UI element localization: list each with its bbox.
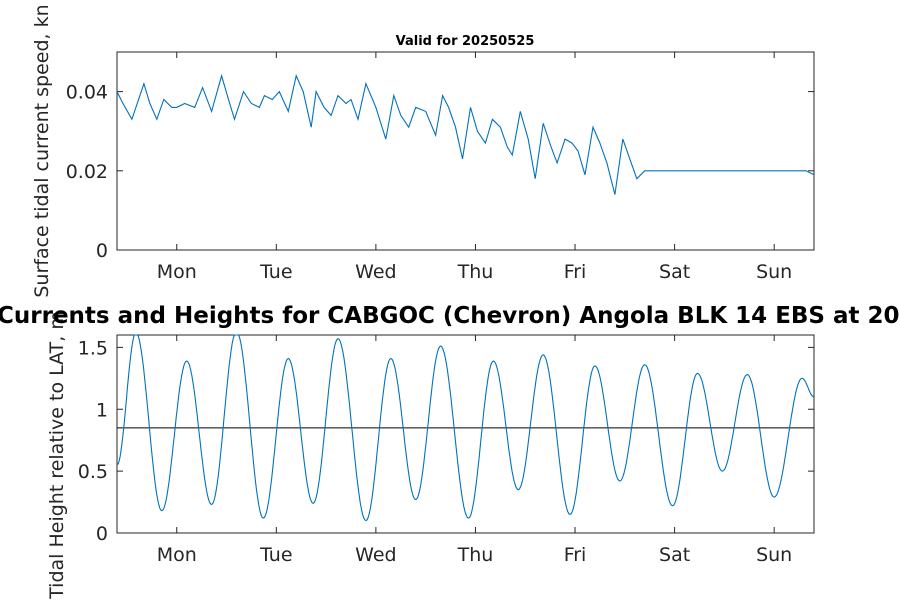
tidal-height-y-tick-label: 1.5 <box>78 337 108 359</box>
tidal-height-x-tick-label: Tue <box>259 544 292 566</box>
current-speed-y-tick-label: 0 <box>96 240 108 262</box>
current-speed-title: Valid for 20250525 <box>396 34 535 49</box>
current-speed-series-line <box>116 73 815 195</box>
current-speed-y-tick-label: 0.04 <box>66 82 108 104</box>
current-speed-x-tick-label: Sun <box>756 261 792 283</box>
current-speed-y-label: Surface tidal current speed, kn <box>31 4 53 297</box>
tidal-height-y-tick-label: 0.5 <box>78 461 108 483</box>
current-speed-x-tick-label: Wed <box>355 261 396 283</box>
tidal-height-x-tick-label: Wed <box>355 544 396 566</box>
figure-title: Currents and Heights for CABGOC (Chevron… <box>0 303 900 329</box>
tidal-height-x-tick-label: Mon <box>157 544 197 566</box>
current-speed-x-tick-label: Thu <box>457 261 494 283</box>
current-speed-axes: 0 0.02 0.04 Mon Tue Wed Thu Fri Sat Sun Valid for… <box>31 4 815 298</box>
tidal-height-x-tick-label: Sun <box>756 544 792 566</box>
tidal-height-y-label: Tidal Height relative to LAT, m <box>46 311 68 600</box>
current-speed-x-tick-label: Tue <box>259 261 292 283</box>
current-speed-x-tick-label: Fri <box>564 261 587 283</box>
current-speed-x-tick-label: Mon <box>157 261 197 283</box>
tidal-height-x-tick-label: Fri <box>564 544 587 566</box>
current-speed-plot-area <box>116 51 815 251</box>
current-speed-ticks: 0 0.02 0.04 Mon Tue Wed Thu Fri Sat Sun <box>66 52 814 283</box>
tidal-height-plot-area <box>116 334 815 534</box>
tidal-height-y-tick-label: 1 <box>96 399 108 421</box>
tidal-height-y-tick-label: 0 <box>96 523 108 545</box>
tidal-height-ticks: 0 0.5 1 1.5 Mon Tue Wed Thu Fri Sat Sun <box>78 335 814 566</box>
current-speed-y-tick-label: 0.02 <box>66 161 108 183</box>
tidal-height-x-tick-label: Sat <box>659 544 690 566</box>
tidal-height-x-tick-label: Thu <box>457 544 494 566</box>
current-speed-x-tick-label: Sat <box>659 261 690 283</box>
tidal-height-axes: 0 0.5 1 1.5 Mon Tue Wed Thu Fri Sat Sun Tidal Heig… <box>46 311 815 600</box>
tidal-height-series-line <box>116 334 815 522</box>
